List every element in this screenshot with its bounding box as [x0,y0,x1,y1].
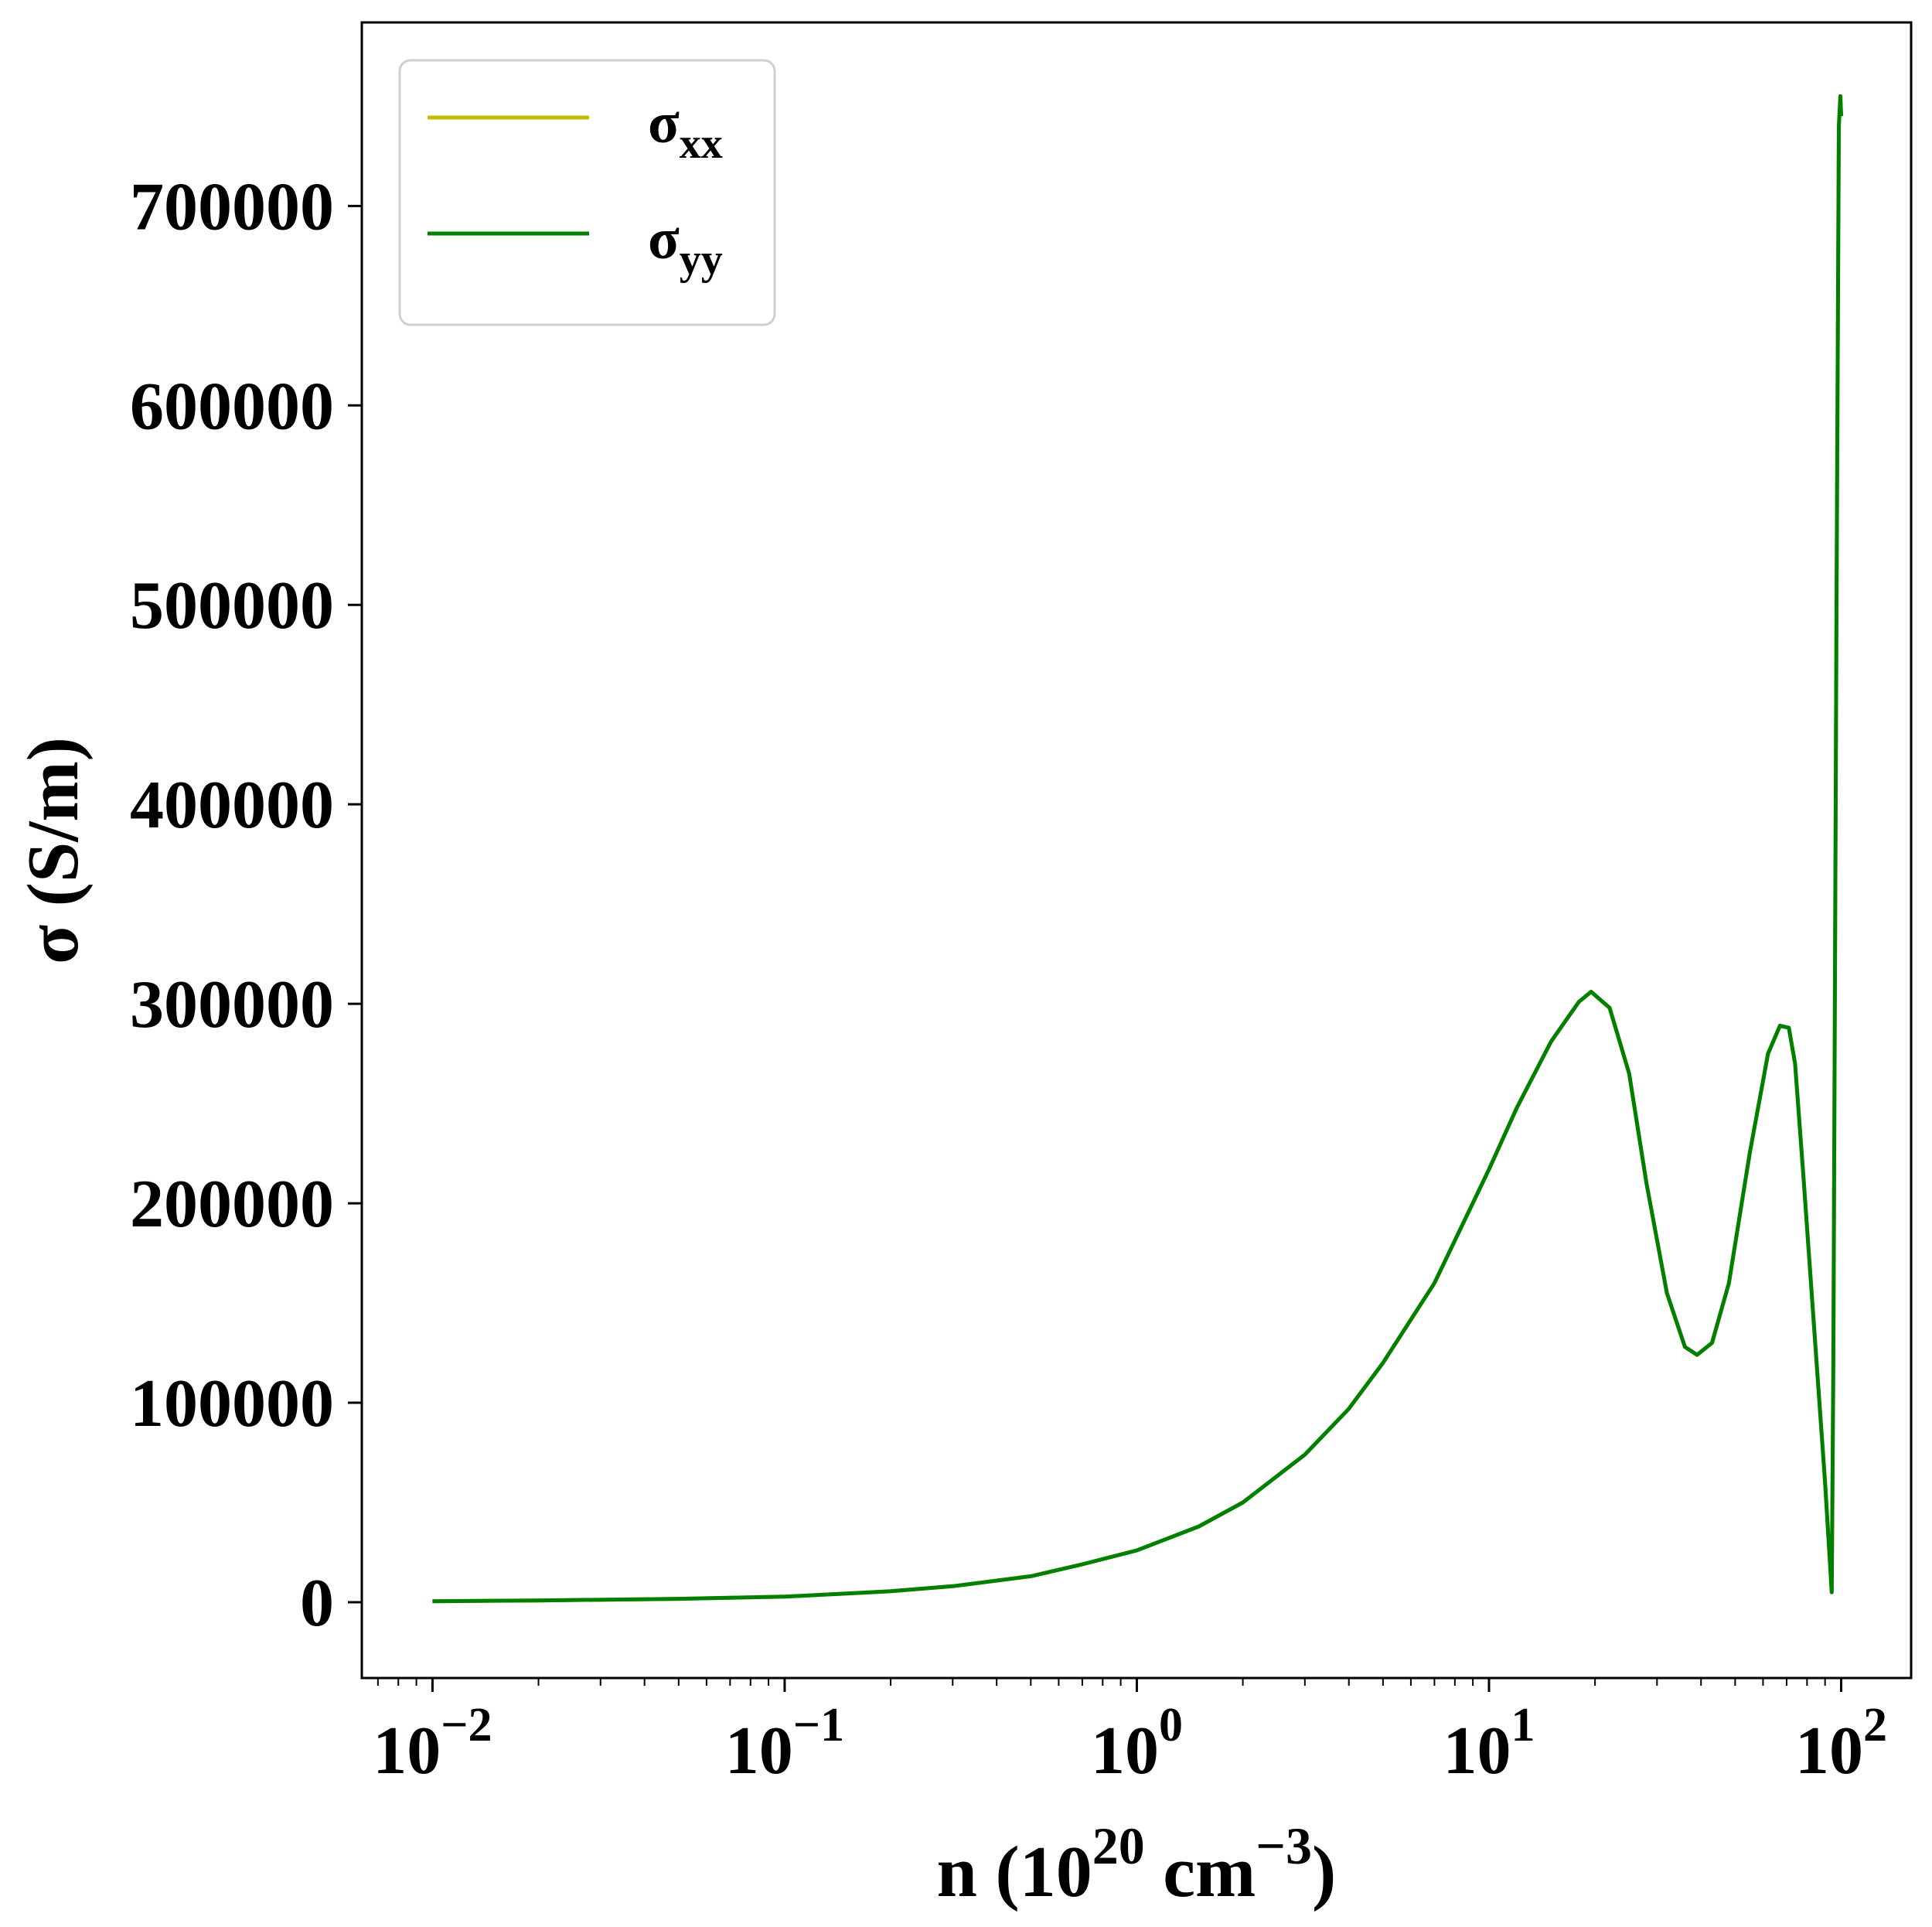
x-tick-label: 10−1 [725,1699,844,1789]
x-major-ticks: 10−2 10−1 100 101 102 [373,1678,1887,1789]
y-axis-label: σ (S/m) [13,737,94,964]
y-tick-label: 100000 [130,1366,334,1441]
series-layer [432,94,1843,1604]
x-tick-label: 10−2 [373,1699,492,1789]
y-tick-label: 600000 [130,369,334,444]
y-tick-label: 200000 [130,1167,334,1242]
x-tick-label: 102 [1795,1699,1887,1789]
y-tick-label: 500000 [130,568,334,643]
y-tick-label: 300000 [130,967,334,1042]
y-tick-label: 400000 [130,768,334,843]
x-axis-label: n (1020 cm−3) [937,1816,1337,1912]
legend-box [398,59,776,326]
y-tick-label: 0 [300,1566,334,1641]
legend-label-sigma-xx: σxx [648,91,723,168]
x-minor-ticks [377,1678,1826,1686]
x-tick-label: 101 [1443,1699,1535,1789]
y-ticks: 0 100000 200000 300000 400000 500000 600000 700… [130,169,362,1641]
x-tick-label: 100 [1091,1699,1183,1789]
series-line-sigma-yy [432,94,1843,1604]
legend: σxx σyy [398,59,776,326]
legend-label-sigma-yy: σyy [648,207,723,284]
plot-frame [360,21,1913,1680]
y-tick-label: 700000 [130,169,334,244]
